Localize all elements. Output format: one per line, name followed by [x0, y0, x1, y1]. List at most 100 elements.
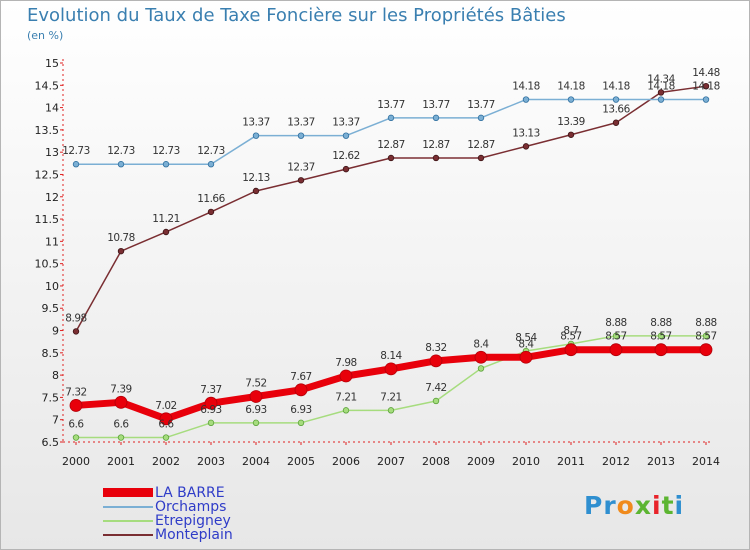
data-point-etrepigney	[657, 332, 665, 340]
legend-label: Orchamps	[155, 499, 227, 515]
data-point-monteplain	[567, 131, 575, 138]
data-label-la-barre: 7.32	[65, 386, 86, 398]
data-point-monteplain	[162, 228, 170, 236]
data-point-orchamps	[387, 114, 395, 122]
data-label-monteplain: 13.13	[512, 127, 540, 139]
data-label-orchamps: 14.18	[557, 81, 585, 93]
legend-swatch	[103, 534, 153, 536]
data-label-monteplain: 12.13	[242, 172, 270, 184]
data-label-monteplain: 14.34	[647, 73, 675, 85]
x-tick-label: 2007	[377, 455, 405, 468]
y-tick-label: 12.5	[35, 168, 60, 181]
data-point-la-barre	[564, 343, 578, 357]
data-label-etrepigney: 6.93	[245, 404, 266, 416]
data-point-la-barre	[249, 390, 263, 403]
data-label-etrepigney: 6.6	[158, 419, 174, 431]
y-tick-label: 11.5	[35, 213, 60, 226]
series-line-monteplain	[75, 85, 707, 332]
x-tick-label: 2005	[287, 455, 315, 468]
data-point-orchamps	[72, 161, 80, 168]
x-tick-label: 2004	[242, 455, 270, 468]
x-tick-label: 2009	[467, 455, 495, 468]
y-tick-label: 9	[52, 325, 59, 338]
legend-label: LA BARRE	[155, 485, 225, 501]
logo-letter: x	[634, 491, 652, 520]
data-label-la-barre: 7.39	[110, 383, 131, 395]
data-label-etrepigney: 8.7	[563, 325, 578, 337]
data-label-la-barre: 8.14	[380, 350, 402, 362]
data-label-monteplain: 12.87	[422, 139, 450, 151]
data-point-monteplain	[387, 154, 395, 162]
data-point-monteplain	[297, 177, 305, 184]
data-label-orchamps: 14.18	[647, 81, 675, 93]
data-point-monteplain	[252, 187, 260, 195]
data-point-monteplain	[702, 82, 710, 90]
data-label-monteplain: 13.66	[602, 104, 630, 116]
data-label-etrepigney: 7.42	[425, 382, 446, 394]
data-label-orchamps: 14.18	[602, 81, 630, 93]
data-point-la-barre	[699, 343, 713, 357]
data-point-etrepigney	[432, 397, 440, 405]
data-point-monteplain	[657, 89, 665, 96]
y-tick-label: 6.5	[42, 436, 60, 449]
logo-letter: r	[603, 491, 617, 520]
y-tick-label: 14	[45, 102, 59, 115]
data-label-la-barre: 8.57	[605, 331, 626, 343]
y-tick-label: 10	[45, 280, 59, 293]
y-tick-label: 8	[52, 369, 59, 382]
data-label-etrepigney: 6.6	[113, 419, 129, 431]
data-label-monteplain: 11.66	[197, 193, 225, 205]
data-label-monteplain: 8.98	[65, 312, 86, 324]
y-tick-label: 8.5	[42, 347, 60, 360]
data-point-la-barre	[429, 354, 443, 368]
data-label-etrepigney: 6.93	[200, 404, 221, 416]
data-label-la-barre: 8.57	[560, 331, 581, 343]
x-tick-label: 2012	[602, 455, 630, 468]
data-point-orchamps	[297, 132, 305, 139]
unit-label: (en %)	[27, 29, 64, 42]
data-label-la-barre: 8.57	[695, 331, 716, 343]
x-tick-label: 2002	[152, 455, 180, 468]
data-label-la-barre: 8.4	[518, 338, 534, 350]
logo-letter: i	[674, 491, 685, 520]
data-label-orchamps: 13.37	[332, 117, 360, 129]
data-point-la-barre	[204, 396, 218, 410]
data-label-monteplain: 12.62	[332, 150, 360, 162]
x-tick-label: 2003	[197, 455, 225, 468]
logo-letter: i	[652, 491, 662, 520]
data-label-orchamps: 13.77	[467, 99, 495, 111]
data-label-orchamps: 13.37	[287, 117, 315, 129]
data-point-monteplain	[342, 165, 350, 173]
y-tick-label: 7	[52, 414, 59, 427]
data-point-monteplain	[207, 208, 215, 216]
data-point-orchamps	[432, 114, 440, 122]
data-label-etrepigney: 7.21	[380, 391, 401, 403]
y-tick-label: 9.5	[42, 302, 60, 315]
data-point-la-barre	[519, 350, 533, 364]
legend-label: Monteplain	[155, 527, 233, 543]
data-point-orchamps	[252, 132, 260, 139]
data-point-etrepigney	[702, 332, 710, 340]
data-point-monteplain	[117, 247, 125, 255]
data-point-la-barre	[474, 350, 488, 364]
y-tick-label: 11	[45, 235, 59, 248]
data-label-orchamps: 14.18	[692, 81, 720, 93]
data-point-monteplain	[612, 119, 620, 126]
legend-swatch	[103, 520, 153, 522]
legend-swatch	[103, 488, 153, 497]
data-point-monteplain	[522, 143, 530, 150]
data-point-etrepigney	[342, 407, 350, 414]
y-tick-label: 13.5	[35, 124, 60, 137]
data-point-la-barre	[654, 343, 668, 357]
data-point-orchamps	[342, 132, 350, 139]
data-point-la-barre	[159, 412, 173, 426]
y-tick-label: 13	[45, 146, 59, 159]
data-point-etrepigney	[72, 434, 80, 441]
data-point-etrepigney	[297, 419, 305, 427]
data-point-orchamps	[207, 161, 215, 168]
data-point-orchamps	[117, 161, 125, 168]
data-point-etrepigney	[387, 407, 395, 414]
x-tick-label: 2014	[692, 455, 720, 468]
data-label-monteplain: 14.48	[692, 67, 720, 79]
logo-letter: P	[584, 491, 604, 520]
